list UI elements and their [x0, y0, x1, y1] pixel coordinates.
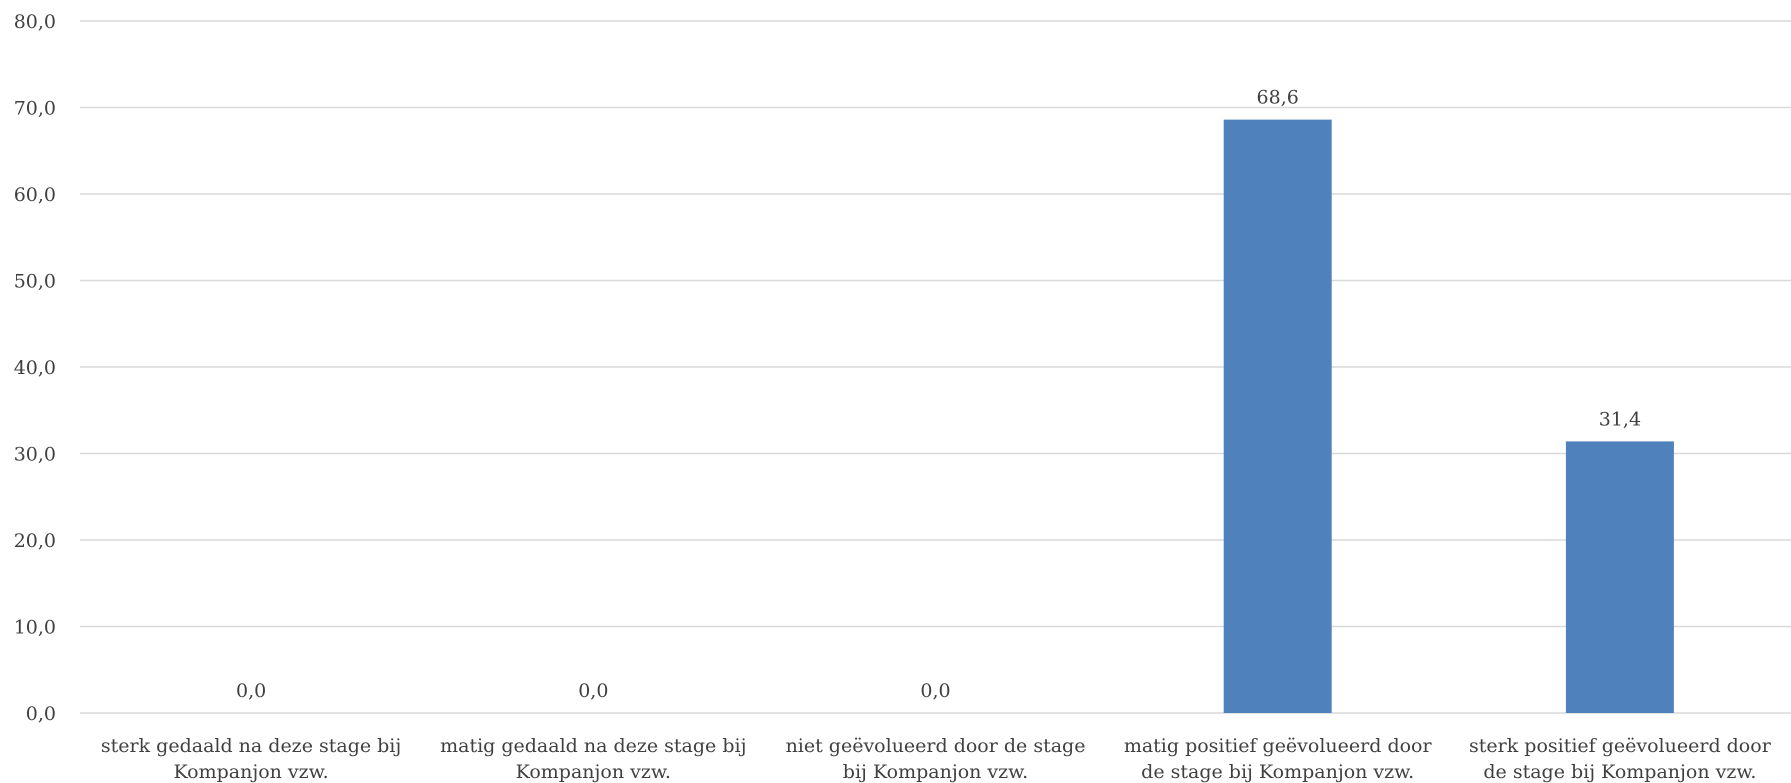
bar	[1223, 119, 1332, 714]
y-tick-label: 0,0	[26, 703, 56, 725]
bars	[1223, 119, 1674, 714]
data-label: 68,6	[1257, 87, 1299, 109]
data-labels: 0,0 0,0 0,0 68,6 31,4	[236, 87, 1641, 702]
y-tick-label: 70,0	[14, 98, 56, 120]
bar	[1565, 441, 1674, 713]
x-category-label: Kompanjon vzw.	[516, 761, 671, 783]
data-label: 31,4	[1599, 408, 1641, 430]
x-category-label: de stage bij Kompanjon vzw.	[1483, 761, 1756, 783]
y-tick-label: 30,0	[14, 444, 56, 466]
data-label: 0,0	[236, 680, 266, 702]
y-axis-tick-labels: 0,0 10,0 20,0 30,0 40,0 50,0 60,0 70,0 80,0	[14, 11, 56, 725]
y-tick-label: 20,0	[14, 530, 56, 552]
gridlines	[80, 20, 1791, 714]
x-category-label: sterk positief geëvolueerd door	[1469, 735, 1772, 757]
x-category-label: de stage bij Kompanjon vzw.	[1141, 761, 1414, 783]
y-tick-label: 50,0	[14, 271, 56, 293]
y-tick-label: 10,0	[14, 617, 56, 639]
x-axis-category-labels: sterk gedaald na deze stage bij Kompanjon…	[101, 735, 1772, 783]
x-category-label: bij Kompanjon vzw.	[843, 761, 1028, 783]
x-category-label: sterk gedaald na deze stage bij	[101, 735, 401, 757]
data-label: 0,0	[578, 680, 608, 702]
x-category-label: matig gedaald na deze stage bij	[440, 735, 746, 757]
y-tick-label: 80,0	[14, 11, 56, 33]
y-tick-label: 40,0	[14, 357, 56, 379]
x-category-label: niet geëvolueerd door de stage	[786, 735, 1086, 757]
x-category-label: Kompanjon vzw.	[173, 761, 328, 783]
x-category-label: matig positief geëvolueerd door	[1124, 735, 1433, 757]
y-tick-label: 60,0	[14, 184, 56, 206]
data-label: 0,0	[920, 680, 950, 702]
